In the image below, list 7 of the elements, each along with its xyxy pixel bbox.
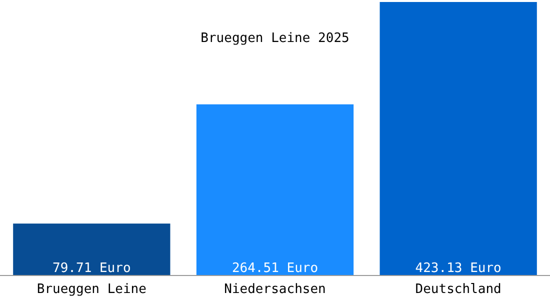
x-tick-label: Deutschland <box>415 282 502 297</box>
text: Brueggen Leine 2025 <box>200 31 350 46</box>
data-label: 423.13 Euro <box>415 261 502 276</box>
data-label: 79.71 Euro <box>52 261 131 276</box>
x-tick-label: Brueggen Leine <box>36 282 147 297</box>
x-tick-label: Niedersachsen <box>224 282 326 297</box>
data-label: 264.51 Euro <box>232 261 318 276</box>
